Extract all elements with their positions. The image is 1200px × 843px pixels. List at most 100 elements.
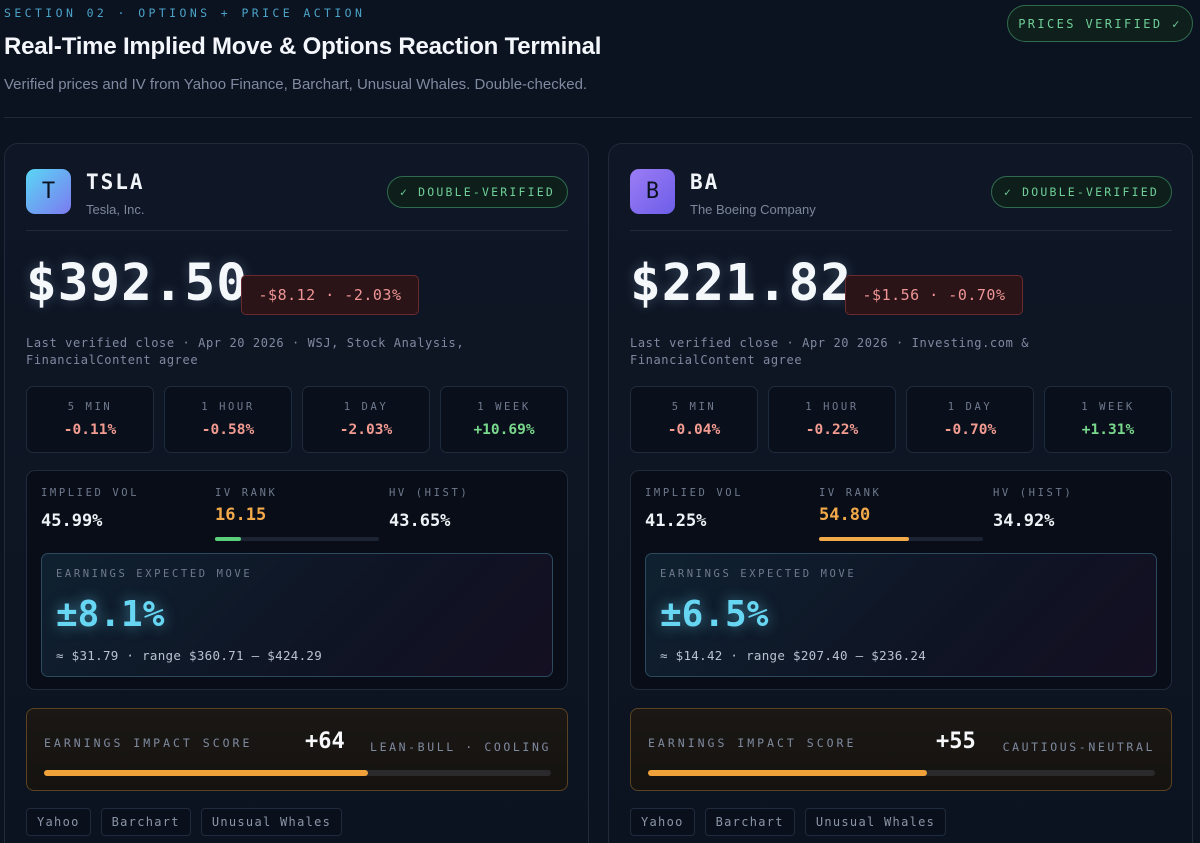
impact-bar xyxy=(44,770,551,776)
hv-label: HV (HIST) xyxy=(389,487,470,499)
hv-stat: HV (HIST) 34.92% xyxy=(993,487,1073,531)
timeframe-value: +10.69% xyxy=(473,422,535,438)
hv-value: 34.92% xyxy=(993,511,1055,531)
timeframe-label: 5 MIN xyxy=(671,401,717,413)
timeframe-value: -2.03% xyxy=(339,422,393,438)
timeframe-label: 1 WEEK xyxy=(477,401,531,413)
hv-label: HV (HIST) xyxy=(993,487,1074,499)
timeframe-1day: 1 DAY -0.70% xyxy=(906,386,1034,453)
timeframe-label: 1 HOUR xyxy=(201,401,255,413)
timeframe-value: -0.22% xyxy=(805,422,859,438)
impact-bar-fill xyxy=(648,770,927,776)
iv-rank-label: IV RANK xyxy=(819,487,882,499)
timeframe-value: +1.31% xyxy=(1081,422,1135,438)
timeframe-label: 1 WEEK xyxy=(1081,401,1135,413)
timeframe-1hour: 1 HOUR -0.58% xyxy=(164,386,292,453)
implied-vol-stat: IMPLIED VOL 41.25% xyxy=(645,487,743,531)
section-label: SECTION 02 · OPTIONS + PRICE ACTION xyxy=(4,6,366,20)
source-tags: Yahoo Barchart Unusual Whales xyxy=(26,808,343,836)
earnings-impact-panel: EARNINGS IMPACT SCORE +64 LEAN-BULL · CO… xyxy=(26,708,568,791)
timeframe-row: 5 MIN -0.11% 1 HOUR -0.58% 1 DAY -2.03% … xyxy=(26,386,568,453)
iv-rank-value: 16.15 xyxy=(215,505,267,525)
impact-score: +55 xyxy=(936,729,976,754)
page-subtitle: Verified prices and IV from Yahoo Financ… xyxy=(4,76,588,93)
expected-move-label: EARNINGS EXPECTED MOVE xyxy=(56,568,253,580)
expected-move-label: EARNINGS EXPECTED MOVE xyxy=(660,568,857,580)
iv-rank-label: IV RANK xyxy=(215,487,278,499)
impact-bar-fill xyxy=(44,770,369,776)
timeframe-5min: 5 MIN -0.04% xyxy=(630,386,758,453)
expected-move-box: EARNINGS EXPECTED MOVE ±8.1% ≈ $31.79 · … xyxy=(41,553,553,677)
source-tag-barchart[interactable]: Barchart xyxy=(704,808,795,836)
company-name: The Boeing Company xyxy=(690,202,816,217)
expected-move-range: ≈ $31.79 · range $360.71 – $424.29 xyxy=(56,648,323,663)
timeframe-value: -0.58% xyxy=(201,422,255,438)
timeframe-5min: 5 MIN -0.11% xyxy=(26,386,154,453)
timeframe-label: 1 DAY xyxy=(947,401,993,413)
timeframe-1day: 1 DAY -2.03% xyxy=(302,386,430,453)
company-name: Tesla, Inc. xyxy=(86,202,145,217)
source-tag-yahoo[interactable]: Yahoo xyxy=(26,808,91,836)
implied-vol-stat: IMPLIED VOL 45.99% xyxy=(41,487,139,531)
impact-label: EARNINGS IMPACT SCORE xyxy=(44,736,253,750)
timeframe-label: 5 MIN xyxy=(67,401,113,413)
ticker-symbol: BA xyxy=(690,170,720,194)
volatility-panel: IMPLIED VOL 45.99% IV RANK 16.15 HV (HIS… xyxy=(26,470,568,690)
implied-vol-value: 45.99% xyxy=(41,511,103,531)
expected-move-box: EARNINGS EXPECTED MOVE ±6.5% ≈ $14.42 · … xyxy=(645,553,1157,677)
ticker-symbol: TSLA xyxy=(86,170,145,194)
iv-rank-bar-fill xyxy=(819,537,909,541)
volatility-panel: IMPLIED VOL 41.25% IV RANK 54.80 HV (HIS… xyxy=(630,470,1172,690)
last-price: $392.50 xyxy=(26,254,248,313)
double-verified-badge: ✓ DOUBLE-VERIFIED xyxy=(991,176,1172,208)
expected-move-value: ±8.1% xyxy=(56,594,165,635)
card-divider xyxy=(630,230,1172,231)
implied-vol-label: IMPLIED VOL xyxy=(41,487,140,499)
impact-tag: CAUTIOUS-NEUTRAL xyxy=(1002,740,1155,754)
source-tag-unusual-whales[interactable]: Unusual Whales xyxy=(200,808,343,836)
source-tags: Yahoo Barchart Unusual Whales xyxy=(630,808,947,836)
hv-stat: HV (HIST) 43.65% xyxy=(389,487,469,531)
implied-vol-value: 41.25% xyxy=(645,511,707,531)
prices-verified-badge: PRICES VERIFIED ✓ xyxy=(1007,5,1193,42)
double-verified-badge: ✓ DOUBLE-VERIFIED xyxy=(387,176,568,208)
earnings-impact-panel: EARNINGS IMPACT SCORE +55 CAUTIOUS-NEUTR… xyxy=(630,708,1172,791)
timeframe-1week: 1 WEEK +10.69% xyxy=(440,386,568,453)
source-tag-barchart[interactable]: Barchart xyxy=(100,808,191,836)
iv-rank-bar-fill xyxy=(215,537,242,541)
timeframe-1week: 1 WEEK +1.31% xyxy=(1044,386,1172,453)
iv-rank-value: 54.80 xyxy=(819,505,871,525)
implied-vol-label: IMPLIED VOL xyxy=(645,487,744,499)
timeframe-label: 1 DAY xyxy=(343,401,389,413)
ticker-card-ba: B BA The Boeing Company ✓ DOUBLE-VERIFIE… xyxy=(608,143,1193,843)
iv-rank-stat: IV RANK 54.80 xyxy=(819,487,881,525)
impact-bar xyxy=(648,770,1155,776)
ticker-logo-icon: T xyxy=(26,169,71,214)
timeframe-label: 1 HOUR xyxy=(805,401,859,413)
source-tag-yahoo[interactable]: Yahoo xyxy=(630,808,695,836)
iv-rank-stat: IV RANK 16.15 xyxy=(215,487,277,525)
iv-rank-bar xyxy=(819,537,983,541)
hv-value: 43.65% xyxy=(389,511,451,531)
price-change: -$1.56 · -0.70% xyxy=(845,275,1023,315)
close-note: Last verified close · Apr 20 2026 · Inve… xyxy=(630,336,1030,367)
timeframe-1hour: 1 HOUR -0.22% xyxy=(768,386,896,453)
iv-rank-bar xyxy=(215,537,379,541)
last-price: $221.82 xyxy=(630,254,852,313)
card-divider xyxy=(26,230,568,231)
timeframe-value: -0.11% xyxy=(63,422,117,438)
price-change: -$8.12 · -2.03% xyxy=(241,275,419,315)
source-tag-unusual-whales[interactable]: Unusual Whales xyxy=(804,808,947,836)
ticker-card-tsla: T TSLA Tesla, Inc. ✓ DOUBLE-VERIFIED $39… xyxy=(4,143,589,843)
ticker-logo-icon: B xyxy=(630,169,675,214)
impact-score: +64 xyxy=(305,729,345,754)
impact-tag: LEAN-BULL · COOLING xyxy=(370,740,551,754)
timeframe-row: 5 MIN -0.04% 1 HOUR -0.22% 1 DAY -0.70% … xyxy=(630,386,1172,453)
close-note: Last verified close · Apr 20 2026 · WSJ,… xyxy=(26,336,465,367)
timeframe-value: -0.70% xyxy=(943,422,997,438)
page-title: Real-Time Implied Move & Options Reactio… xyxy=(4,33,602,60)
impact-label: EARNINGS IMPACT SCORE xyxy=(648,736,857,750)
header-divider xyxy=(4,117,1192,118)
timeframe-value: -0.04% xyxy=(667,422,721,438)
expected-move-range: ≈ $14.42 · range $207.40 – $236.24 xyxy=(660,648,927,663)
